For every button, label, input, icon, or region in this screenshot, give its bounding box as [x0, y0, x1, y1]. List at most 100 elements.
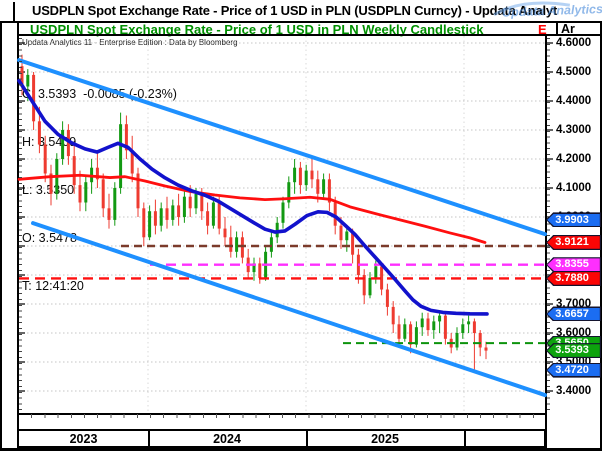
bottom-axis-minor-ticks	[19, 413, 545, 418]
candle-body	[380, 266, 384, 290]
price-tag-3.7880: 3.7880	[546, 270, 601, 286]
candle-body	[484, 347, 488, 351]
candle-body	[194, 193, 198, 209]
candle-body	[414, 327, 418, 345]
year-label-2024: 2024	[213, 432, 241, 446]
watermark-swoosh-icon	[493, 1, 571, 17]
candle-body	[287, 182, 291, 203]
chart-title: USDPLN Spot Exchange Rate - Price of 1 U…	[30, 22, 484, 37]
window-title: USDPLN Spot Exchange Rate - Price of 1 U…	[32, 3, 558, 18]
price-tag-3.9903: 3.9903	[546, 212, 601, 228]
candle-body	[327, 179, 331, 203]
candle-body	[420, 318, 424, 328]
quote-low-line: L: 3.5350	[22, 183, 75, 197]
year-divider	[464, 429, 466, 448]
candle-body	[304, 170, 308, 186]
candle-body	[206, 211, 210, 226]
candle-body	[182, 196, 186, 217]
price-tag-3.4720: 3.4720	[546, 362, 601, 378]
y-tick-label: 4.2000	[556, 152, 592, 165]
y-tick-label: 4.3000	[556, 123, 592, 136]
candle-body	[310, 170, 314, 180]
candle-body	[269, 237, 273, 252]
candle-body	[403, 324, 407, 339]
price-tag-3.6657: 3.6657	[546, 306, 601, 322]
y-tick-label: 4.1000	[556, 181, 592, 194]
window-border-right	[600, 0, 602, 451]
candle-body	[391, 306, 395, 325]
candle-body	[385, 289, 389, 307]
window-border-bottom	[0, 448, 602, 451]
quote-high-line: H: 3.5409	[22, 135, 77, 149]
candle-body	[339, 225, 343, 241]
candle-body	[211, 202, 215, 226]
candle-body	[443, 315, 447, 339]
chart-title-badge: E	[538, 22, 547, 37]
candle-body	[478, 333, 482, 348]
quote-open-line: O: 3.5478	[22, 231, 77, 245]
axis-panel-header: Ar	[561, 22, 575, 36]
updata-watermark-logo: Updata Analytics	[492, 0, 602, 23]
right-axis-minor-ticks	[546, 38, 550, 410]
quote-close-line: C: 3.5393 -0.0085 (-0.23%)	[22, 87, 177, 101]
candle-body	[368, 277, 372, 296]
data-source-line: Updata Analytics 11 - Enterprise Edition…	[22, 37, 238, 47]
candle-body	[246, 257, 250, 273]
y-tick-label: 4.4000	[556, 94, 592, 107]
candle-body	[229, 237, 233, 252]
candle-body	[293, 167, 297, 183]
candle-body	[426, 318, 430, 331]
year-label-2025: 2025	[371, 432, 399, 446]
candle-body	[217, 202, 221, 229]
candle-body	[397, 324, 401, 339]
candle-body	[472, 321, 476, 333]
candle-body	[455, 333, 459, 348]
candle-body	[356, 254, 360, 275]
year-divider	[148, 429, 150, 448]
year-label-2023: 2023	[69, 432, 98, 446]
titlebar-bottom-border	[0, 21, 602, 23]
candle-body	[298, 167, 302, 186]
candle-body	[438, 315, 442, 322]
candle-body	[374, 266, 378, 278]
candle-body	[264, 251, 268, 278]
year-label-blank	[464, 431, 545, 447]
candle-body	[240, 237, 244, 258]
candle-body	[461, 324, 465, 333]
candle-body	[258, 263, 262, 278]
candle-body	[449, 338, 453, 348]
y-tick-label: 4.6000	[556, 36, 592, 49]
window-border-left	[0, 0, 2, 451]
candle-body	[432, 321, 436, 331]
title-bar[interactable]: USDPLN Spot Exchange Rate - Price of 1 U…	[0, 0, 602, 21]
candle-body	[409, 324, 413, 345]
y-tick-label: 3.6000	[556, 326, 592, 339]
candle-body	[345, 231, 349, 241]
candle-body	[351, 231, 355, 255]
price-tag-3.8355: 3.8355	[546, 257, 601, 273]
header-bottom-border	[17, 34, 602, 36]
year-divider	[306, 429, 308, 448]
candle-body	[223, 228, 227, 238]
candle-body	[362, 275, 366, 296]
price-tag-3.9121: 3.9121	[546, 234, 601, 250]
candle-body	[316, 179, 320, 194]
left-axis-minor-ticks	[19, 38, 22, 410]
axis-header-divider	[556, 22, 558, 35]
candle-body	[275, 222, 279, 238]
candle-body	[177, 205, 181, 217]
candle-body	[281, 202, 285, 223]
candle-body	[235, 237, 239, 252]
candle-body	[333, 202, 337, 226]
titlebar-icon-divider	[13, 2, 15, 21]
current-price-tag: 3.5393	[546, 343, 601, 359]
candle-body	[252, 263, 256, 273]
quote-time-line: T: 12:41:20	[22, 279, 84, 293]
candle-body	[200, 193, 204, 212]
y-tick-label: 3.4000	[556, 384, 592, 397]
candle-body	[188, 196, 192, 209]
quote-info-panel: C: 3.5393 -0.0085 (-0.23%) H: 3.5409 L: …	[22, 54, 177, 310]
candle-body	[467, 321, 471, 325]
y-tick-label: 4.5000	[556, 65, 592, 78]
